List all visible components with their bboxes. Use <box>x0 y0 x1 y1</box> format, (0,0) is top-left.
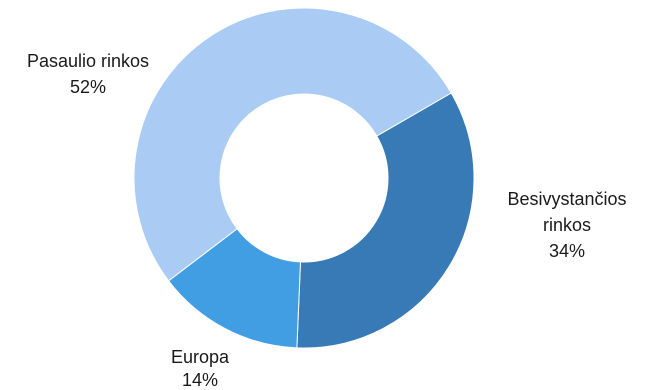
value-besivystancios: 34% <box>549 241 585 261</box>
slice-besivystan-ios-rinkos <box>296 92 475 349</box>
slice-pasaulio-rinkos <box>133 7 452 282</box>
donut-slices <box>133 7 475 349</box>
slice-labels: Besivystančios rinkos 34% Europa 14% Pas… <box>27 51 627 390</box>
value-europa: 14% <box>182 370 218 390</box>
label-besivystancios-line2: rinkos <box>543 215 591 235</box>
label-europa: Europa <box>171 347 230 367</box>
label-pasaulio-rinkos: Pasaulio rinkos <box>27 51 149 71</box>
label-besivystancios-line1: Besivystančios <box>507 189 626 209</box>
value-pasaulio-rinkos: 52% <box>70 77 106 97</box>
